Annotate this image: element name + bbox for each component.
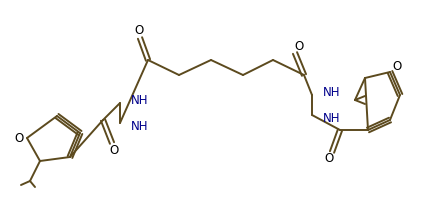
Text: O: O <box>110 143 119 156</box>
Text: O: O <box>324 152 333 166</box>
Text: O: O <box>294 40 304 53</box>
Text: NH: NH <box>323 86 340 99</box>
Text: NH: NH <box>323 112 340 124</box>
Text: O: O <box>134 25 144 38</box>
Text: NH: NH <box>131 93 149 107</box>
Text: NH: NH <box>131 120 149 133</box>
Text: O: O <box>392 61 402 74</box>
Text: O: O <box>14 131 24 145</box>
